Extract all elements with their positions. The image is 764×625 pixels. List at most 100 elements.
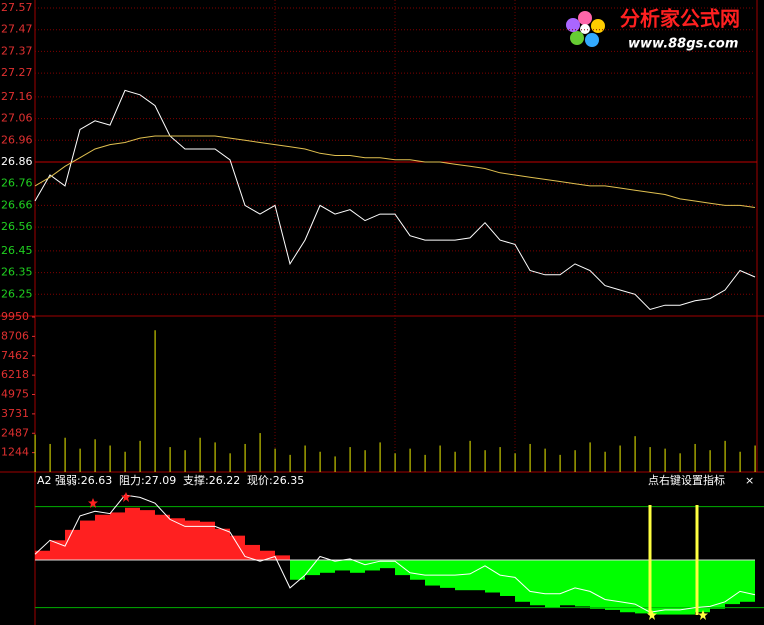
volume-bar bbox=[244, 443, 246, 472]
price-line bbox=[34, 89, 756, 311]
indicator-level: 现价:26.35 bbox=[247, 474, 304, 487]
volume-bar bbox=[589, 442, 591, 472]
volume-bar bbox=[754, 445, 756, 472]
volume-bar bbox=[94, 439, 96, 472]
y-tick-label: 9950 bbox=[1, 310, 29, 323]
level-value: 26.35 bbox=[273, 474, 305, 487]
strength-area bbox=[425, 560, 440, 586]
strength-area bbox=[440, 560, 455, 588]
strength-area bbox=[515, 560, 530, 602]
strength-area bbox=[455, 560, 470, 591]
close-button[interactable]: × bbox=[745, 474, 754, 487]
y-tick-label: 3731 bbox=[1, 407, 29, 420]
strength-area bbox=[650, 560, 665, 615]
strength-area bbox=[290, 560, 305, 580]
price-line bbox=[34, 135, 756, 208]
y-tick-label: 8706 bbox=[1, 329, 29, 342]
logo-petal bbox=[566, 18, 580, 32]
volume-bar bbox=[499, 447, 501, 472]
strength-area bbox=[605, 560, 620, 610]
volume-bar bbox=[739, 451, 741, 472]
strength-area bbox=[365, 560, 380, 571]
volume-bar bbox=[199, 437, 201, 472]
volume-bar bbox=[49, 443, 51, 472]
logo-petal bbox=[585, 33, 599, 47]
volume-bar bbox=[289, 454, 291, 472]
strength-area bbox=[140, 510, 155, 561]
indicator-price-line bbox=[34, 494, 756, 613]
logo-brand: 分析家公式网 bbox=[620, 7, 740, 31]
volume-bar bbox=[544, 448, 546, 472]
level-label: 强弱: bbox=[55, 474, 81, 487]
volume-bar bbox=[229, 453, 231, 472]
y-tick-label: 7462 bbox=[1, 349, 29, 362]
y-tick-label: 26.56 bbox=[1, 220, 33, 233]
y-tick-label: 27.57 bbox=[1, 1, 33, 14]
level-label: 现价: bbox=[247, 474, 273, 487]
volume-bar bbox=[709, 450, 711, 472]
volume-bar bbox=[664, 448, 666, 472]
strength-area bbox=[530, 560, 545, 606]
strength-area bbox=[740, 560, 755, 602]
volume-bar bbox=[724, 440, 726, 472]
y-tick-label: 1244 bbox=[1, 446, 29, 459]
strength-area bbox=[410, 560, 425, 580]
strength-area bbox=[560, 560, 575, 606]
strength-area bbox=[185, 520, 200, 561]
strength-area bbox=[470, 560, 485, 591]
volume-bar bbox=[349, 447, 351, 472]
strength-area bbox=[710, 560, 725, 609]
y-tick-label: 2487 bbox=[1, 426, 29, 439]
indicator-level: 支撑:26.22 bbox=[183, 473, 240, 487]
y-tick-label: 6218 bbox=[1, 368, 29, 381]
strength-area bbox=[320, 560, 335, 573]
volume-bar bbox=[139, 440, 141, 472]
strength-area bbox=[275, 555, 290, 561]
strength-area bbox=[110, 512, 125, 561]
indicator-title: A2 bbox=[37, 474, 52, 487]
volume-bar bbox=[559, 454, 561, 472]
y-tick-label: 26.45 bbox=[1, 244, 33, 257]
strength-area bbox=[170, 518, 185, 561]
volume-bar bbox=[184, 450, 186, 472]
strength-area bbox=[725, 560, 740, 605]
strength-area bbox=[635, 560, 650, 614]
y-tick-label: 26.25 bbox=[1, 287, 33, 300]
logo-petal bbox=[570, 31, 584, 45]
y-tick-label: 26.96 bbox=[1, 133, 33, 146]
strength-area bbox=[215, 528, 230, 561]
strength-area bbox=[380, 560, 395, 569]
strength-area bbox=[260, 550, 275, 561]
volume-bar bbox=[454, 451, 456, 472]
volume-bar bbox=[679, 453, 681, 472]
logo: 分析家公式网 www.88gs.com bbox=[566, 7, 740, 52]
volume-bar bbox=[79, 448, 81, 472]
y-tick-label: 27.06 bbox=[1, 112, 33, 125]
strength-area bbox=[65, 529, 80, 561]
y-tick-label: 27.16 bbox=[1, 90, 33, 103]
level-value: 26.63 bbox=[81, 474, 113, 487]
level-label: 阻力: bbox=[119, 474, 145, 487]
indicator-level: 阻力:27.09 bbox=[119, 474, 176, 487]
strength-area bbox=[500, 560, 515, 596]
volume-bar bbox=[394, 453, 396, 472]
y-tick-label: 26.35 bbox=[1, 266, 33, 279]
strength-area bbox=[155, 514, 170, 561]
strength-area bbox=[80, 520, 95, 561]
indicator-hint[interactable]: 点右键设置指标 bbox=[648, 473, 725, 487]
volume-bar bbox=[694, 443, 696, 472]
signal-star bbox=[647, 610, 657, 620]
strength-area bbox=[665, 560, 680, 615]
volume-bar bbox=[484, 450, 486, 472]
logo-petal bbox=[591, 19, 605, 33]
logo-petal bbox=[578, 11, 592, 25]
volume-bar bbox=[529, 443, 531, 472]
logo-url: www.88gs.com bbox=[628, 37, 738, 52]
indicator-level: 强弱:26.63 bbox=[55, 474, 112, 487]
y-tick-label: 4975 bbox=[1, 388, 29, 401]
volume-bar bbox=[424, 454, 426, 472]
volume-bar bbox=[619, 445, 621, 472]
y-tick-label: 26.76 bbox=[1, 177, 33, 190]
volume-bar bbox=[274, 448, 276, 472]
